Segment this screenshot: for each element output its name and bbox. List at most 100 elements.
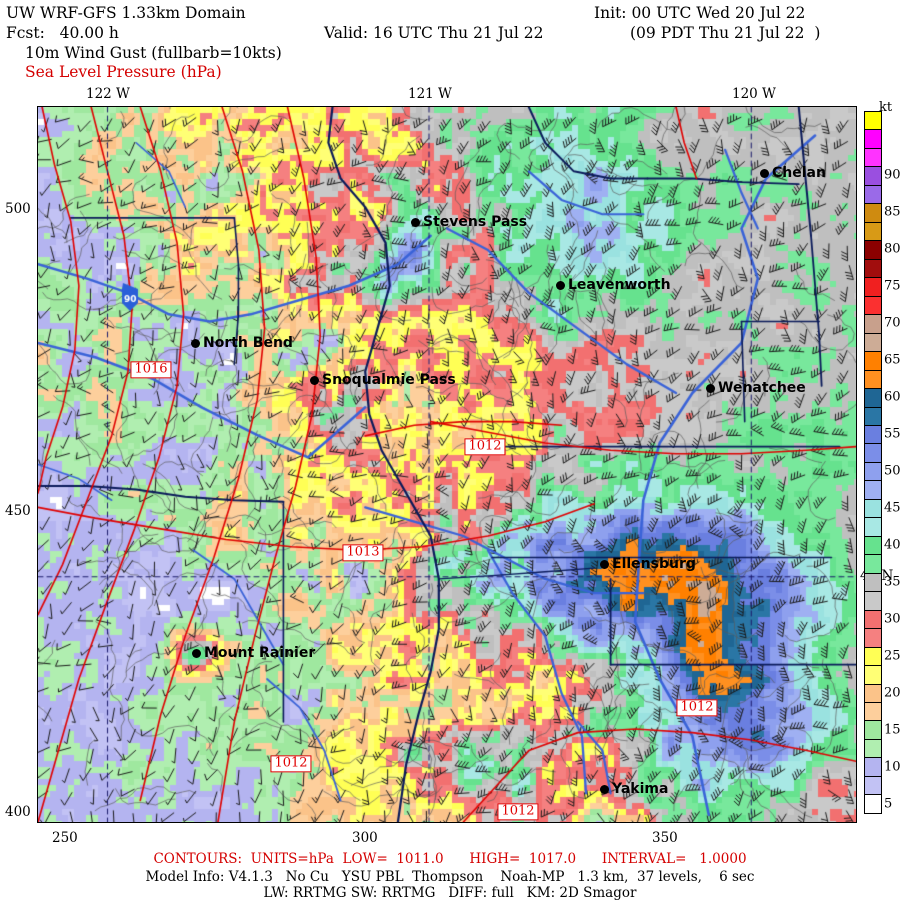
colorbar-band-0: [865, 112, 881, 131]
colorbar-tick-45: 45: [884, 500, 900, 516]
colorbar-band-7: [865, 241, 881, 260]
city-dot-icon: [600, 559, 609, 569]
colorbar-tick-35: 35: [884, 574, 900, 590]
colorbar-band-34: [865, 739, 881, 759]
contour-label-1012-5: 1012: [497, 803, 539, 821]
init-time: Init: 00 UTC Wed 20 Jul 22: [594, 4, 806, 22]
colorbar-band-4: [865, 185, 881, 205]
y-tick-1: 450: [5, 503, 31, 519]
city-dot-icon: [706, 383, 715, 393]
x-tick-2: 350: [652, 830, 678, 846]
map-plot-area[interactable]: Chelan Stevens Pass Leavenworth North Bend S…: [37, 106, 857, 823]
colorbar-band-19: [865, 462, 881, 482]
colorbar-tick-90: 90: [884, 167, 900, 183]
colorbar-tick-25: 25: [884, 648, 900, 664]
colorbar-band-15: [865, 389, 881, 408]
city-marker-stevens-pass[interactable]: Stevens Pass: [411, 215, 527, 229]
contour-label-1013-2: 1013: [342, 544, 384, 562]
colorbar-tick-15: 15: [884, 722, 900, 738]
colorbar-band-17: [865, 425, 881, 445]
city-marker-mount-rainier[interactable]: Mount Rainier: [192, 646, 315, 660]
colorbar-band-12: [865, 333, 881, 353]
city-dot-icon: [556, 280, 565, 290]
city-label: North Bend: [203, 335, 293, 351]
colorbar-band-22: [865, 518, 881, 537]
colorbar-band-28: [865, 629, 881, 648]
longitude-tick-0: 122 W: [86, 86, 130, 102]
colorbar-tick-10: 10: [884, 759, 900, 775]
city-label: Snoqualmie Pass: [322, 372, 456, 388]
local-time: (09 PDT Thu 21 Jul 22 ): [630, 24, 821, 42]
colorbar-tick-50: 50: [884, 463, 900, 479]
city-marker-wenatchee[interactable]: Wenatchee: [706, 381, 806, 395]
contour-label-1012-4: 1012: [676, 699, 718, 717]
colorbar-tick-70: 70: [884, 315, 900, 331]
colorbar-band-30: [865, 666, 881, 685]
model-info: Model Info: V4.1.3 No Cu YSU PBL Thompso…: [145, 869, 755, 885]
city-marker-snoqualmie-pass[interactable]: Snoqualmie Pass: [310, 373, 456, 387]
colorbar-band-3: [865, 167, 881, 186]
colorbar-band-37: [865, 795, 881, 813]
colorbar-band-11: [865, 315, 881, 334]
colorbar-tick-85: 85: [884, 204, 900, 220]
contour-label-1012-1: 1012: [464, 438, 506, 456]
colorbar-tick-55: 55: [884, 426, 900, 442]
city-marker-north-bend[interactable]: North Bend: [191, 336, 293, 350]
city-label: Wenatchee: [718, 380, 806, 396]
colorbar-band-10: [865, 296, 881, 316]
colorbar-tick-80: 80: [884, 241, 900, 257]
colorbar-band-20: [865, 481, 881, 500]
x-tick-1: 300: [352, 830, 378, 846]
city-label: Yakima: [612, 781, 669, 797]
colorbar-band-13: [865, 352, 881, 371]
colorbar-band-33: [865, 721, 881, 740]
colorbar-band-23: [865, 536, 881, 556]
colorbar-tick-30: 30: [884, 611, 900, 627]
model-title: UW WRF-GFS 1.33km Domain: [6, 4, 246, 22]
colorbar-band-5: [865, 204, 881, 223]
city-label: Stevens Pass: [423, 214, 528, 230]
city-dot-icon: [760, 168, 769, 178]
colorbar-band-24: [865, 555, 881, 574]
wind-gust-colorbar[interactable]: [864, 111, 882, 814]
city-label: Mount Rainier: [204, 645, 316, 661]
colorbar-band-21: [865, 499, 881, 519]
city-dot-icon: [192, 648, 201, 658]
city-dot-icon: [191, 338, 200, 348]
colorbar-band-26: [865, 592, 881, 611]
contour-label-1012-3: 1012: [270, 755, 312, 773]
longitude-tick-2: 120 W: [732, 86, 776, 102]
colorbar-band-29: [865, 647, 881, 667]
colorbar-unit-label: kt: [879, 100, 893, 115]
city-marker-ellensburg[interactable]: Ellensburg: [600, 557, 696, 571]
colorbar-band-32: [865, 703, 881, 722]
contour-info: CONTOURS: UNITS=hPa LOW= 1011.0 HIGH= 10…: [153, 851, 747, 867]
colorbar-tick-60: 60: [884, 389, 900, 405]
city-marker-leavenworth[interactable]: Leavenworth: [556, 278, 671, 292]
valid-time: Valid: 16 UTC Thu 21 Jul 22: [324, 24, 544, 42]
colorbar-band-18: [865, 444, 881, 463]
city-marker-yakima[interactable]: Yakima: [600, 782, 668, 796]
map-raster: [38, 107, 856, 822]
slp-label: Sea Level Pressure (hPa): [25, 63, 222, 81]
colorbar-band-36: [865, 776, 881, 796]
city-marker-chelan[interactable]: Chelan: [760, 166, 826, 180]
city-label: Chelan: [772, 165, 826, 181]
colorbar-band-2: [865, 148, 881, 168]
forecast-hour: Fcst: 40.00 h: [6, 24, 119, 42]
colorbar-tick-40: 40: [884, 537, 900, 553]
colorbar-band-6: [865, 222, 881, 242]
colorbar-band-14: [865, 370, 881, 390]
colorbar-band-25: [865, 573, 881, 593]
x-tick-0: 250: [52, 830, 78, 846]
colorbar-band-1: [865, 130, 881, 149]
contour-label-1016-0: 1016: [130, 361, 172, 379]
city-dot-icon: [600, 784, 609, 794]
longitude-tick-1: 121 W: [408, 86, 452, 102]
colorbar-band-27: [865, 610, 881, 630]
city-label: Leavenworth: [568, 277, 671, 293]
city-dot-icon: [310, 375, 319, 385]
colorbar-band-31: [865, 684, 881, 703]
colorbar-band-35: [865, 758, 881, 777]
y-tick-2: 400: [5, 804, 31, 820]
